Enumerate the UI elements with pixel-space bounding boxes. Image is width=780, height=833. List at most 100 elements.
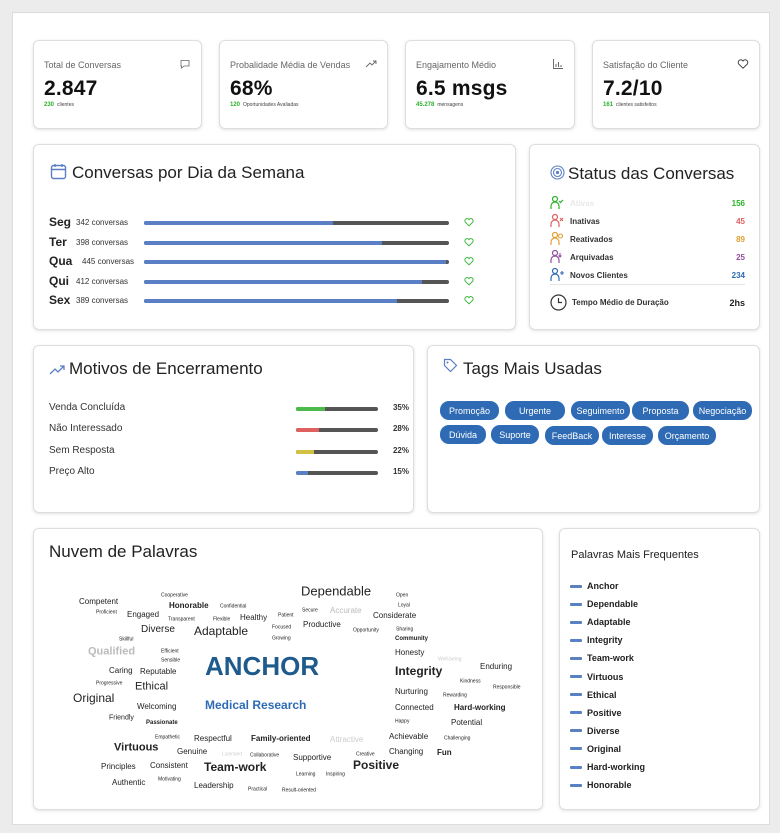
motivo-row: Não Interessado 28%	[49, 423, 409, 437]
cloud-word: Team-work	[204, 760, 267, 774]
cloud-word: Ethical	[135, 680, 169, 693]
heart-icon[interactable]	[464, 217, 474, 227]
motivo-bar	[296, 471, 378, 475]
heart-icon[interactable]	[464, 237, 474, 247]
kpi-subtext: 45.278 mensagens	[416, 102, 463, 108]
motivo-percent: 35%	[392, 403, 409, 412]
frequent-word-label: Diverse	[587, 725, 620, 736]
kpi-title: Total de Conversas	[44, 60, 122, 70]
cloud-word: ANCHOR	[205, 651, 320, 681]
user-check-icon	[550, 195, 564, 209]
tag-chip[interactable]: Orçamento	[658, 426, 716, 445]
frequent-word-bar	[570, 693, 582, 697]
cloud-word: Achievable	[389, 732, 429, 741]
cloud-word: Leadership	[194, 781, 234, 790]
motivo-label: Sem Resposta	[49, 445, 115, 456]
status-row-duration: Tempo Médio de Duração 2hs	[550, 294, 745, 312]
day-bar-fill	[144, 260, 446, 264]
cloud-word: Positive	[353, 758, 400, 772]
trending-up-icon	[365, 60, 377, 68]
day-bar	[144, 260, 449, 264]
day-count: 398 conversas	[76, 238, 129, 247]
day-bar	[144, 241, 449, 245]
wordcloud-area: Competent Cooperative Honorable Dependable O…	[34, 529, 544, 811]
tag-icon	[443, 358, 458, 373]
cloud-word: Practical	[248, 786, 268, 793]
status-row-reativados: Reativados 89	[550, 231, 745, 247]
users-icon	[550, 231, 564, 245]
weekday-row: Seg 342 conversas	[49, 215, 509, 229]
frequent-word-label: Anchor	[587, 581, 619, 591]
cloud-word: Motivating	[158, 776, 181, 783]
heart-icon[interactable]	[464, 256, 474, 266]
heart-icon[interactable]	[464, 276, 474, 286]
cloud-word: Challenging	[444, 735, 471, 742]
cloud-word: Diverse	[141, 624, 175, 635]
tag-chip[interactable]: Dúvida	[440, 425, 486, 444]
motivo-bar	[296, 407, 378, 411]
kpi-value: 2.847	[44, 77, 98, 100]
kpi-subtext: 230 clientes	[44, 102, 74, 108]
kpi-subtext: 120 Oportunidades Avaliadas	[230, 102, 299, 108]
frequent-word-bar	[570, 711, 582, 715]
day-bar-fill	[144, 241, 382, 245]
frequent-word-label: Dependable	[587, 599, 639, 610]
cloud-word: Happy	[395, 718, 410, 725]
tag-chip[interactable]: Urgente	[505, 401, 565, 420]
day-label: Qui	[49, 274, 69, 288]
cloud-word: Licensed	[222, 751, 243, 758]
cloud-word: Community	[395, 636, 428, 642]
tag-chip[interactable]: Proposta	[632, 401, 689, 420]
kpi-title: Engajamento Médio	[416, 60, 497, 70]
day-bar	[144, 280, 449, 284]
cloud-word: Respectful	[194, 734, 232, 743]
tags-title: Tags Mais Usadas	[463, 359, 602, 378]
cloud-word: Attractive	[330, 735, 364, 744]
frequent-word-item: Dependable	[570, 598, 638, 610]
tag-chip[interactable]: Seguimento	[571, 401, 630, 420]
user-x-icon	[550, 213, 564, 227]
cloud-word: Progressive	[96, 680, 123, 687]
status-value: 89	[736, 235, 745, 244]
kpi-sub-number: 45.278	[416, 102, 435, 108]
tag-chip[interactable]: Negociação	[693, 401, 752, 420]
cloud-word: Passionate	[146, 720, 178, 726]
cloud-word: Consistent	[150, 761, 188, 770]
heart-icon[interactable]	[464, 295, 474, 305]
frequent-word-bar	[570, 638, 582, 642]
tag-chip[interactable]: Suporte	[491, 425, 539, 444]
tag-chip[interactable]: Interesse	[602, 426, 653, 445]
cloud-word: Open	[396, 592, 409, 599]
frequent-word-label: Positive	[587, 707, 622, 718]
cloud-word: Cooperative	[161, 592, 188, 599]
cloud-word: Integrity	[395, 664, 443, 678]
frequent-word-bar	[570, 729, 582, 733]
user-archive-icon	[550, 249, 562, 263]
frequent-word-item: Honorable	[570, 779, 632, 791]
cloud-word: Adaptable	[194, 624, 249, 638]
cloud-word: Focused	[272, 624, 292, 631]
weekday-row: Ter 398 conversas	[49, 235, 509, 249]
cloud-word: Considerate	[373, 611, 417, 620]
cloud-word: Collaborative	[250, 752, 280, 759]
frequent-word-item: Original	[570, 743, 621, 755]
motivos-card: Motivos de Encerramento Venda Concluída …	[33, 345, 414, 513]
kpi-card-engajamento: Engajamento Médio 6.5 msgs 45.278 mensage…	[405, 40, 575, 129]
status-label: Arquivadas	[570, 253, 614, 262]
frequent-word-item: Team-work	[570, 652, 634, 664]
wordcloud-card: Nuvem de Palavras Competent Cooperative Ho…	[33, 528, 543, 810]
kpi-title: Satisfação do Cliente	[603, 60, 689, 70]
heart-icon	[737, 59, 749, 69]
cloud-word: Genuine	[177, 747, 208, 756]
kpi-value: 6.5 msgs	[416, 77, 508, 100]
status-row-inativas: Inativas 45	[550, 213, 745, 229]
motivo-label: Venda Concluída	[49, 402, 126, 413]
cloud-word: Opportunity	[353, 627, 379, 634]
kpi-value: 68%	[230, 77, 273, 100]
tag-chip[interactable]: Promoção	[440, 401, 499, 420]
cloud-word: Honorable	[169, 601, 209, 610]
tag-chip[interactable]: FeedBack	[545, 426, 599, 445]
kpi-subtext: 161 clientes satisfeitos	[603, 102, 657, 108]
day-label: Ter	[49, 235, 67, 249]
kpi-sub-label: Oportunidades Avaliadas	[243, 102, 299, 108]
